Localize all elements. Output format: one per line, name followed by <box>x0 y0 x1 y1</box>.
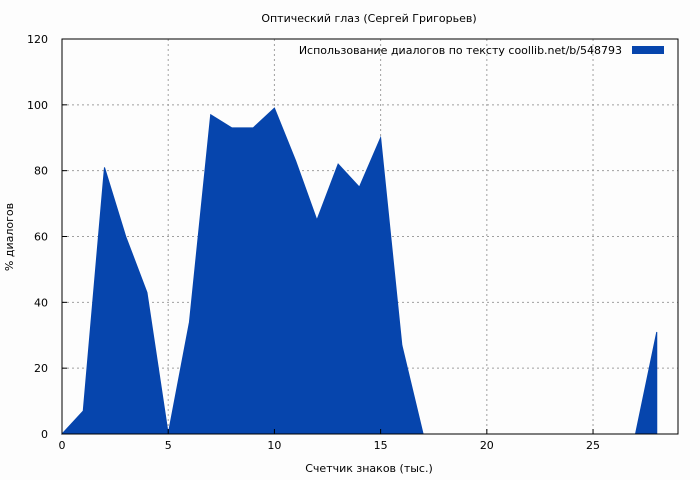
legend: Использование диалогов по тексту coollib… <box>299 44 664 57</box>
x-tick-label: 20 <box>480 439 494 452</box>
y-tick-label: 80 <box>34 165 48 178</box>
x-tick-label: 10 <box>267 439 281 452</box>
y-tick-label: 20 <box>34 362 48 375</box>
y-axis-ticks: 0 20 40 60 80 100 120 <box>27 33 67 441</box>
y-tick-label: 120 <box>27 33 48 46</box>
y-tick-label: 0 <box>41 428 48 441</box>
x-tick-label: 5 <box>165 439 172 452</box>
legend-label: Использование диалогов по тексту coollib… <box>299 44 622 57</box>
y-tick-label: 100 <box>27 99 48 112</box>
grid <box>62 39 678 434</box>
x-tick-label: 0 <box>59 439 66 452</box>
x-tick-label: 25 <box>586 439 600 452</box>
plot-area <box>60 107 658 435</box>
x-tick-label: 15 <box>374 439 388 452</box>
x-axis-ticks: 0 5 10 15 20 25 <box>59 429 600 452</box>
y-tick-label: 60 <box>34 231 48 244</box>
y-tick-label: 40 <box>34 296 48 309</box>
y-axis-label: % диалогов <box>3 203 16 271</box>
series-area <box>60 107 658 435</box>
legend-swatch <box>632 46 664 54</box>
x-axis-label: Счетчик знаков (тыс.) <box>305 462 433 475</box>
chart-title: Оптический глаз (Сергей Григорьев) <box>261 12 476 25</box>
